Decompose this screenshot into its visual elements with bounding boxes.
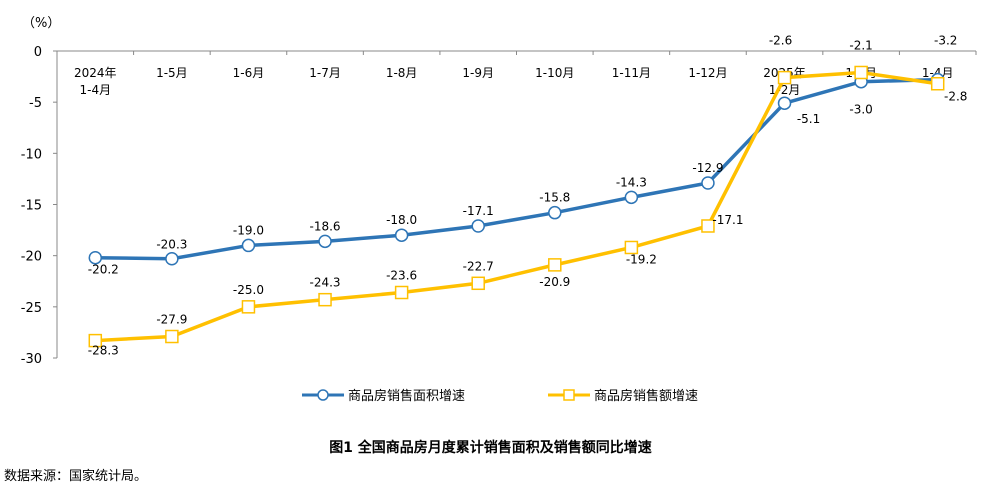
y-tick-label: -10 — [21, 147, 42, 162]
data-point — [318, 292, 332, 307]
data-label: -15.8 — [539, 191, 570, 205]
x-tick-label: 1-5月 — [156, 66, 188, 80]
data-point — [471, 219, 485, 233]
y-tick-label: -25 — [21, 301, 42, 316]
data-label: -18.6 — [310, 219, 341, 233]
chart-title: 图1 全国商品房月度累计销售面积及销售额同比增速 — [329, 440, 652, 456]
data-label: -18.0 — [386, 213, 417, 227]
data-label: -12.9 — [692, 161, 723, 175]
x-tick-label: 1-8月 — [386, 66, 418, 80]
y-tick-label: -30 — [21, 352, 42, 367]
y-tick-label: -20 — [21, 250, 42, 265]
data-point — [88, 333, 103, 348]
series-line-0 — [95, 77, 938, 261]
data-label: -17.1 — [463, 204, 494, 218]
data-label: -2.1 — [849, 38, 872, 52]
data-label: -2.6 — [769, 34, 792, 48]
data-label: -2.8 — [944, 90, 967, 104]
data-label: -23.6 — [386, 269, 417, 283]
data-point — [394, 285, 409, 300]
data-point — [548, 205, 562, 220]
data-label: -5.1 — [797, 112, 820, 126]
series-line-1 — [95, 70, 938, 343]
x-tick-label: 1-9月 — [462, 66, 494, 80]
data-point — [701, 176, 715, 190]
data-label: -17.1 — [712, 213, 743, 227]
unit-label: （%） — [22, 16, 60, 31]
data-point — [777, 96, 792, 110]
data-point — [701, 219, 715, 233]
data-label: -20.3 — [156, 238, 187, 252]
x-tick-label: 1-7月 — [309, 66, 341, 80]
y-tick-label: -15 — [21, 199, 42, 214]
data-label: -20.9 — [539, 275, 570, 289]
x-tick-label: 1-6月 — [233, 66, 265, 80]
data-point — [471, 276, 485, 291]
legend-marker — [317, 389, 329, 401]
data-point — [548, 258, 562, 272]
data-label: -20.2 — [88, 263, 119, 277]
data-point — [394, 228, 409, 242]
data-label: -3.2 — [934, 34, 957, 48]
data-point — [165, 251, 179, 266]
data-point — [241, 300, 256, 314]
data-point — [165, 329, 179, 344]
data-label: -28.3 — [88, 344, 119, 358]
data-point — [624, 190, 639, 205]
data-point — [88, 250, 103, 265]
x-tick-label: 1-12月 — [688, 66, 727, 80]
data-point — [930, 76, 945, 91]
x-tick-label: 1-10月 — [535, 66, 574, 80]
line-chart: （%） 0 -5 -10 -15 -20 -25 -30 2024年 1-4月 1-5月 1-6月 1-… — [21, 16, 977, 404]
y-tick-label: -5 — [29, 96, 42, 111]
legend-label: 商品房销售额增速 — [594, 388, 698, 404]
data-point — [318, 234, 332, 249]
legend-label: 商品房销售面积增速 — [348, 388, 465, 404]
source-note: 数据来源：国家统计局。 — [4, 469, 148, 484]
data-point — [241, 238, 256, 253]
x-tick-label: 2024年 1-4月 — [74, 66, 117, 97]
data-point — [777, 70, 792, 85]
data-point — [624, 240, 639, 255]
data-label: -14.3 — [616, 175, 647, 189]
data-label: -27.9 — [156, 313, 187, 327]
data-label: -25.0 — [233, 283, 264, 297]
data-label: -22.7 — [463, 259, 494, 273]
data-label: -19.2 — [626, 252, 657, 266]
data-label: -3.0 — [849, 103, 872, 117]
data-point — [854, 65, 868, 80]
data-label: -24.3 — [310, 276, 341, 290]
x-tick-label: 1-11月 — [612, 66, 651, 80]
legend-marker — [563, 389, 575, 401]
data-label: -19.0 — [233, 223, 264, 237]
y-tick-label: 0 — [34, 45, 42, 60]
